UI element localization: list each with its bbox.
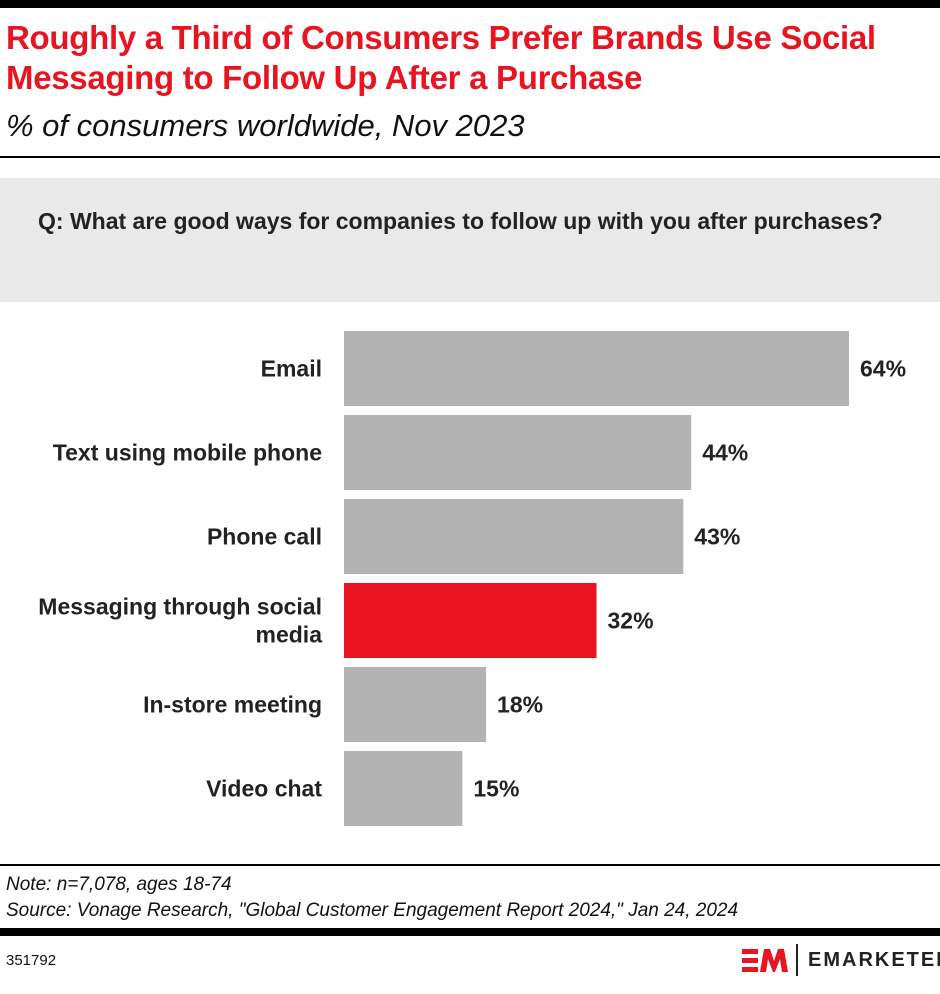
bottom-rule bbox=[0, 928, 940, 936]
bar bbox=[344, 583, 597, 658]
value-label: 64% bbox=[860, 356, 906, 382]
question-text: Q: What are good ways for companies to f… bbox=[38, 208, 883, 234]
emarketer-logo: EMARKETER bbox=[742, 944, 940, 976]
note-text: Note: n=7,078, ages 18-74 bbox=[6, 874, 232, 895]
footnote: Note: n=7,078, ages 18-74 Source: Vonage… bbox=[6, 872, 738, 924]
category-label: Email bbox=[261, 356, 322, 382]
category-label: In-store meeting bbox=[143, 692, 322, 718]
value-label: 32% bbox=[608, 608, 654, 634]
value-label: 18% bbox=[497, 692, 543, 718]
category-label: Text using mobile phone bbox=[53, 440, 322, 466]
bar bbox=[344, 667, 487, 742]
value-label: 44% bbox=[702, 440, 748, 466]
value-label: 15% bbox=[473, 776, 519, 802]
bar bbox=[344, 331, 849, 406]
question-box bbox=[0, 178, 940, 302]
bar bbox=[344, 751, 463, 826]
logo-separator bbox=[796, 944, 798, 976]
divider bbox=[0, 156, 940, 158]
chart-subtitle: % of consumers worldwide, Nov 2023 bbox=[6, 108, 525, 143]
em-logo-mark-icon bbox=[742, 949, 788, 972]
bar bbox=[344, 415, 692, 490]
bar bbox=[344, 499, 684, 574]
chart-title: Roughly a Third of Consumers Prefer Bran… bbox=[6, 19, 876, 96]
source-text: Source: Vonage Research, "Global Custome… bbox=[6, 900, 739, 921]
bar-chart: Email 64% Text using mobile phone 44% Phone … bbox=[38, 331, 906, 826]
category-label: Video chat bbox=[206, 776, 322, 802]
category-label: Phone call bbox=[207, 524, 322, 550]
divider bbox=[0, 864, 940, 866]
category-label: Messaging through social media bbox=[38, 594, 322, 648]
brand-name: EMARKETER bbox=[808, 948, 940, 971]
chart-id: 351792 bbox=[6, 952, 57, 969]
value-label: 43% bbox=[694, 524, 740, 550]
top-rule bbox=[0, 0, 940, 8]
